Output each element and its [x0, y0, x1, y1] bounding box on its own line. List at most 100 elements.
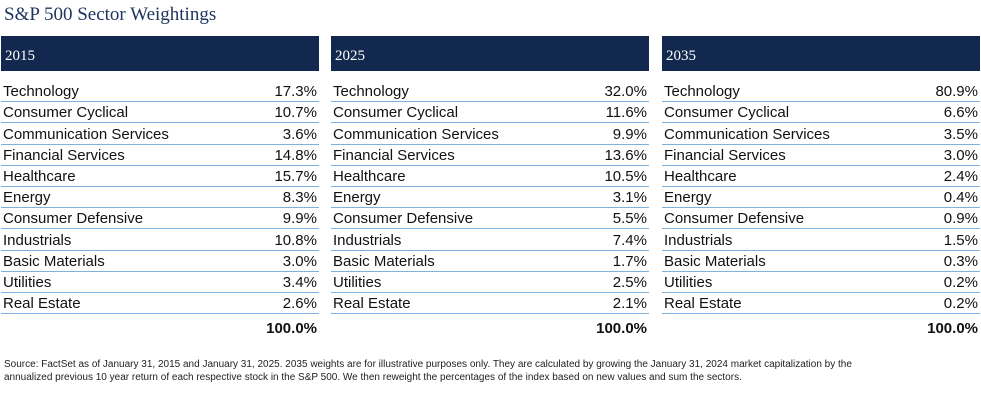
- table-row: Energy 0.4%: [662, 187, 980, 209]
- sector-weight: 1.5%: [943, 231, 978, 249]
- sector-name: Utilities: [3, 273, 52, 291]
- sector-name: Energy: [664, 189, 712, 207]
- sector-name: Consumer Cyclical: [664, 104, 790, 122]
- sector-name: Industrials: [664, 231, 733, 249]
- table-row: Basic Materials 3.0%: [1, 251, 319, 272]
- sector-weight: 14.8%: [274, 146, 317, 164]
- sector-weight: 15.7%: [274, 167, 317, 185]
- table-row: Utilities 3.4%: [1, 272, 319, 293]
- sector-name: Financial Services: [333, 146, 455, 164]
- sector-name: Consumer Defensive: [3, 210, 144, 228]
- table-row: Industrials 7.4%: [331, 229, 649, 251]
- sector-weight: 0.2%: [943, 295, 978, 313]
- table-row: Real Estate 0.2%: [662, 293, 980, 315]
- table-row: Basic Materials 0.3%: [662, 251, 980, 272]
- sector-name: Communication Services: [3, 125, 169, 143]
- sector-name: Healthcare: [3, 167, 76, 185]
- sector-weight: 2.6%: [282, 295, 317, 313]
- sector-weight: 3.6%: [282, 125, 317, 143]
- table-row: Communication Services 9.9%: [331, 123, 649, 145]
- sector-weight: 10.8%: [274, 231, 317, 249]
- sector-name: Communication Services: [333, 125, 499, 143]
- total-value: 100.0%: [596, 320, 647, 338]
- sector-weight: 0.2%: [943, 273, 978, 291]
- table-row: Technology 80.9%: [662, 81, 980, 103]
- table-row: Consumer Defensive 5.5%: [331, 208, 649, 230]
- sector-name: Real Estate: [3, 295, 81, 313]
- sector-name: Financial Services: [3, 146, 125, 164]
- sector-name: Communication Services: [664, 125, 830, 143]
- table-row: Healthcare 2.4%: [662, 166, 980, 187]
- sector-weight: 10.5%: [604, 167, 647, 185]
- page-title: S&P 500 Sector Weightings: [4, 4, 217, 25]
- table-row: Communication Services 3.6%: [1, 123, 319, 145]
- panel-2025: 2025 Technology 32.0% Consumer Cyclical 11…: [331, 36, 649, 337]
- sector-weight: 2.1%: [612, 295, 647, 313]
- sector-name: Utilities: [664, 273, 713, 291]
- source-footnote: Source: FactSet as of January 31, 2015 a…: [4, 358, 964, 384]
- table-row: Technology 32.0%: [331, 81, 649, 103]
- total-value: 100.0%: [266, 320, 317, 338]
- table-row: Basic Materials 1.7%: [331, 251, 649, 272]
- sector-name: Real Estate: [333, 295, 411, 313]
- table-row: Industrials 1.5%: [662, 229, 980, 251]
- table-row: Consumer Cyclical 10.7%: [1, 102, 319, 124]
- sector-name: Healthcare: [333, 167, 406, 185]
- sector-weight: 6.6%: [943, 104, 978, 122]
- sector-weight: 3.0%: [282, 252, 317, 270]
- sector-weight: 3.5%: [943, 125, 978, 143]
- sector-name: Industrials: [3, 231, 72, 249]
- table-row: Financial Services 13.6%: [331, 145, 649, 166]
- table-row: Consumer Cyclical 6.6%: [662, 102, 980, 124]
- sector-name: Energy: [3, 189, 51, 207]
- panel-header: 2035: [662, 36, 980, 71]
- sector-weight: 9.9%: [282, 210, 317, 228]
- sector-weight: 11.6%: [605, 104, 647, 122]
- sector-weight: 0.4%: [943, 189, 978, 207]
- panel-header: 2025: [331, 36, 649, 71]
- table-row: Financial Services 14.8%: [1, 145, 319, 166]
- table-row: Healthcare 10.5%: [331, 166, 649, 187]
- sector-name: Technology: [664, 83, 740, 101]
- sector-weight: 2.5%: [612, 273, 647, 291]
- table-row: Real Estate 2.6%: [1, 293, 319, 315]
- sector-name: Basic Materials: [664, 252, 766, 270]
- table-row: Energy 8.3%: [1, 187, 319, 209]
- sector-weight: 13.6%: [604, 146, 647, 164]
- table-row: Energy 3.1%: [331, 187, 649, 209]
- total-value: 100.0%: [927, 320, 978, 338]
- sector-weight: 10.7%: [274, 104, 317, 122]
- sector-weight: 2.4%: [943, 167, 978, 185]
- table-row: Healthcare 15.7%: [1, 166, 319, 187]
- table-row: Utilities 2.5%: [331, 272, 649, 293]
- sector-name: Energy: [333, 189, 381, 207]
- sector-weight: 3.0%: [943, 146, 978, 164]
- footnote-line: Source: FactSet as of January 31, 2015 a…: [4, 359, 852, 370]
- sector-weight: 3.1%: [612, 189, 647, 207]
- sector-list: Technology 17.3% Consumer Cyclical 10.7% C…: [1, 81, 319, 315]
- sector-name: Technology: [3, 83, 79, 101]
- sector-name: Healthcare: [664, 167, 737, 185]
- sector-weight: 17.3%: [274, 83, 317, 101]
- sector-name: Consumer Cyclical: [333, 104, 459, 122]
- sector-weight: 7.4%: [612, 231, 647, 249]
- sector-name: Technology: [333, 83, 409, 101]
- sector-weight: 5.5%: [612, 210, 647, 228]
- table-row: Consumer Defensive 0.9%: [662, 208, 980, 230]
- sector-name: Consumer Defensive: [333, 210, 474, 228]
- sector-name: Basic Materials: [3, 252, 105, 270]
- sector-name: Consumer Defensive: [664, 210, 805, 228]
- sector-name: Utilities: [333, 273, 382, 291]
- table-row: Financial Services 3.0%: [662, 145, 980, 166]
- sector-weight: 0.9%: [943, 210, 978, 228]
- sector-name: Industrials: [333, 231, 402, 249]
- table-row: Consumer Cyclical 11.6%: [331, 102, 649, 124]
- table-row: Consumer Defensive 9.9%: [1, 208, 319, 230]
- sector-name: Real Estate: [664, 295, 742, 313]
- table-row: Industrials 10.8%: [1, 229, 319, 251]
- sector-name: Consumer Cyclical: [3, 104, 129, 122]
- table-row: Real Estate 2.1%: [331, 293, 649, 315]
- sector-weight: 8.3%: [282, 189, 317, 207]
- panel-2015: 2015 Technology 17.3% Consumer Cyclical 10…: [1, 36, 319, 337]
- sector-name: Basic Materials: [333, 252, 435, 270]
